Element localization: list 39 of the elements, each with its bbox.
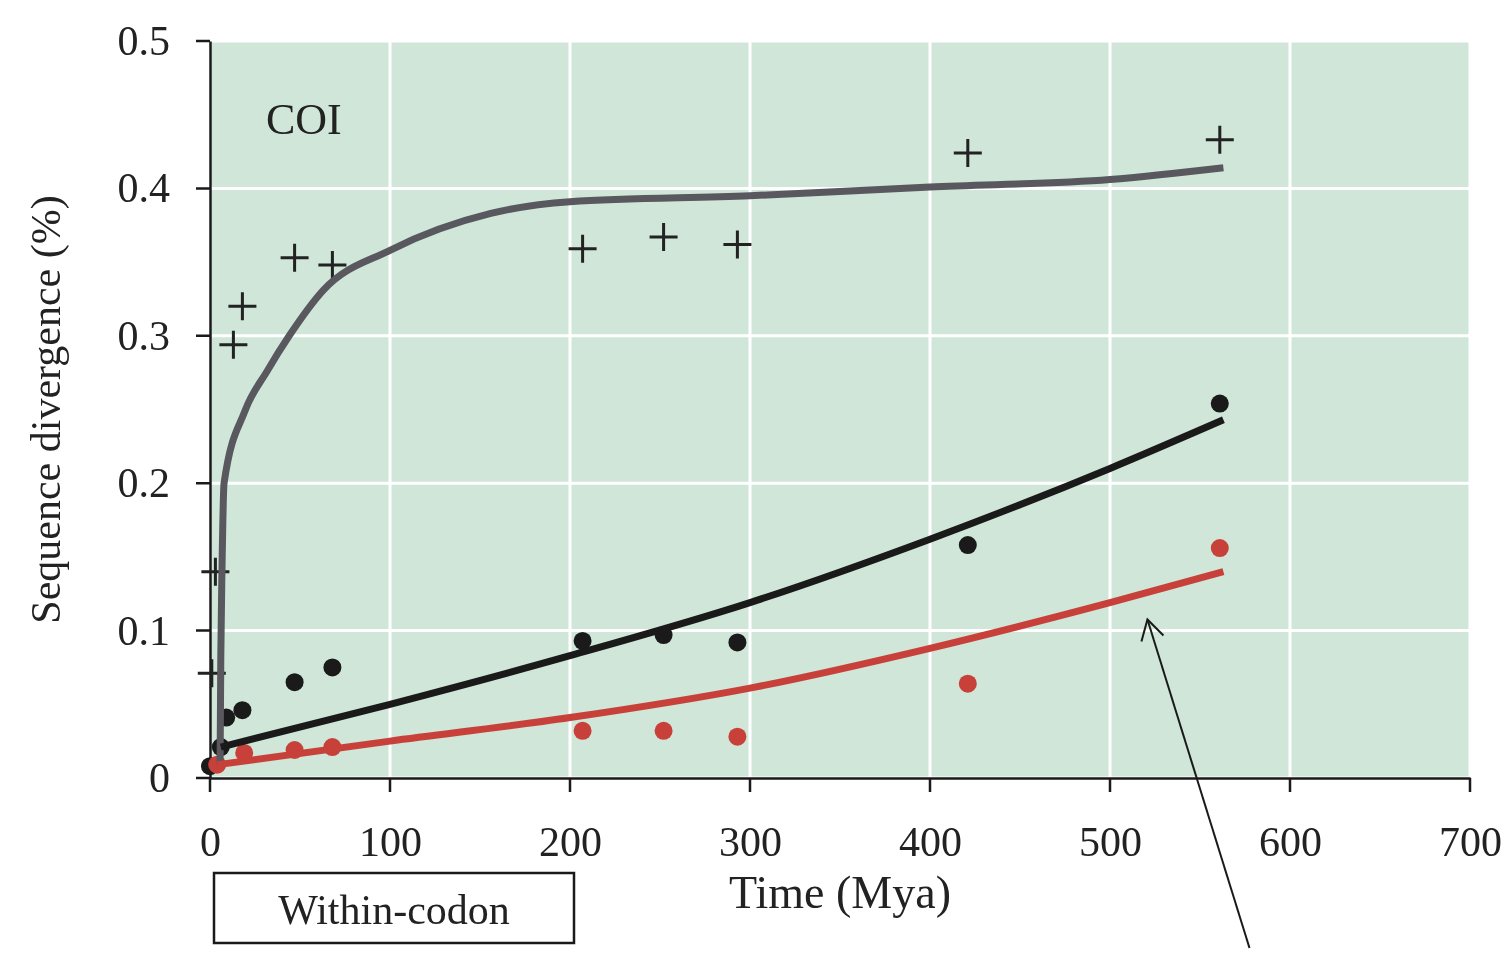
point	[233, 701, 252, 720]
point	[280, 243, 309, 272]
x-tick-label: 500	[1079, 818, 1142, 865]
x-tick-label: 100	[359, 818, 422, 865]
point	[228, 292, 257, 321]
y-tick-label: 0.4	[117, 165, 170, 212]
x-tick-label: 700	[1439, 818, 1502, 865]
y-tick-label: 0.3	[117, 312, 170, 359]
x-axis-title: Time (Mya)	[729, 867, 951, 918]
x-tick-label: 200	[539, 818, 602, 865]
point	[1210, 539, 1229, 558]
point	[573, 721, 592, 740]
y-tick-label: 0.1	[117, 607, 170, 654]
y-tick-label: 0.5	[117, 17, 170, 64]
y-axis-title: Sequence divergence (%)	[23, 195, 70, 624]
point	[728, 633, 747, 652]
x-tick-label: 300	[719, 818, 782, 865]
point	[1210, 394, 1229, 413]
point	[219, 330, 248, 359]
point	[285, 673, 304, 692]
point	[568, 234, 597, 263]
point	[953, 139, 982, 168]
point	[654, 721, 673, 740]
x-tick-label: 600	[1259, 818, 1322, 865]
point	[649, 223, 678, 252]
x-tick-label: 0	[200, 818, 221, 865]
x-tick-label: 400	[899, 818, 962, 865]
point	[1205, 125, 1234, 154]
point	[958, 536, 977, 555]
y-tick-label: 0.2	[117, 460, 170, 507]
point	[728, 727, 747, 746]
point	[323, 658, 342, 677]
y-tick-label: 0	[149, 754, 170, 801]
annotation: COI	[266, 95, 342, 144]
point	[958, 674, 977, 693]
point	[723, 230, 752, 259]
point	[318, 251, 347, 280]
point	[573, 631, 592, 650]
text: Within-codon	[278, 887, 510, 933]
